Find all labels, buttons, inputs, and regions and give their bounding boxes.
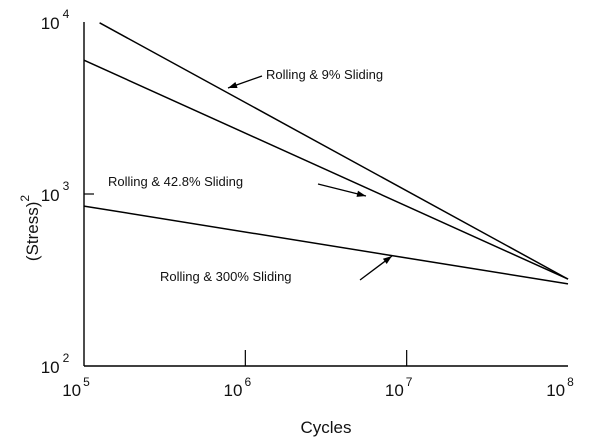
x-tick-label: 10 8: [546, 375, 574, 400]
x-tick-exponent: 7: [406, 375, 413, 389]
x-tick-label: 10 6: [224, 375, 252, 400]
y-axis-title-exponent: 2: [18, 195, 32, 202]
annotations: Rolling & 9% Sliding Rolling & 42.8% Slid…: [108, 67, 393, 284]
x-tick-label: 10 5: [62, 375, 90, 400]
y-tick-label: 10 4: [41, 7, 70, 33]
y-tick-exponent: 2: [63, 351, 70, 365]
y-tick-base: 10: [41, 186, 60, 205]
x-tick-base: 10: [224, 381, 243, 400]
x-tick-exponent: 5: [83, 375, 90, 389]
y-tick-exponent: 3: [63, 179, 70, 193]
x-tick-base: 10: [385, 381, 404, 400]
series-label-1: Rolling & 9% Sliding: [266, 67, 383, 82]
y-tick-label: 10 3: [41, 179, 70, 205]
arrow-head-icon: [228, 82, 238, 88]
series-label-2: Rolling & 42.8% Sliding: [108, 174, 243, 189]
svg-text:(Stress)2: (Stress)2: [18, 195, 42, 262]
arrow-head-icon: [356, 190, 366, 197]
series-lines: [83, 22, 569, 285]
y-axis-title-text: (Stress): [23, 202, 42, 262]
series-line-1: [99, 22, 569, 280]
series-label-3: Rolling & 300% Sliding: [160, 269, 292, 284]
tick-labels: 10 5 10 6 10 7 10 810 210 310 4: [41, 7, 574, 400]
x-tick-base: 10: [546, 381, 565, 400]
x-axis-title: Cycles: [300, 418, 351, 437]
y-tick-base: 10: [41, 14, 60, 33]
y-tick-base: 10: [41, 358, 60, 377]
arrow-head-icon: [382, 256, 392, 264]
y-tick-exponent: 4: [63, 7, 70, 21]
x-tick-exponent: 8: [567, 375, 574, 389]
series-line-3: [83, 205, 569, 285]
x-tick-base: 10: [62, 381, 81, 400]
x-tick-label: 10 7: [385, 375, 413, 400]
y-axis-title: (Stress)2: [18, 195, 42, 262]
x-tick-exponent: 6: [244, 375, 251, 389]
tick-marks: [84, 193, 408, 366]
y-tick-label: 10 2: [41, 351, 70, 377]
series-line-2: [83, 59, 569, 280]
